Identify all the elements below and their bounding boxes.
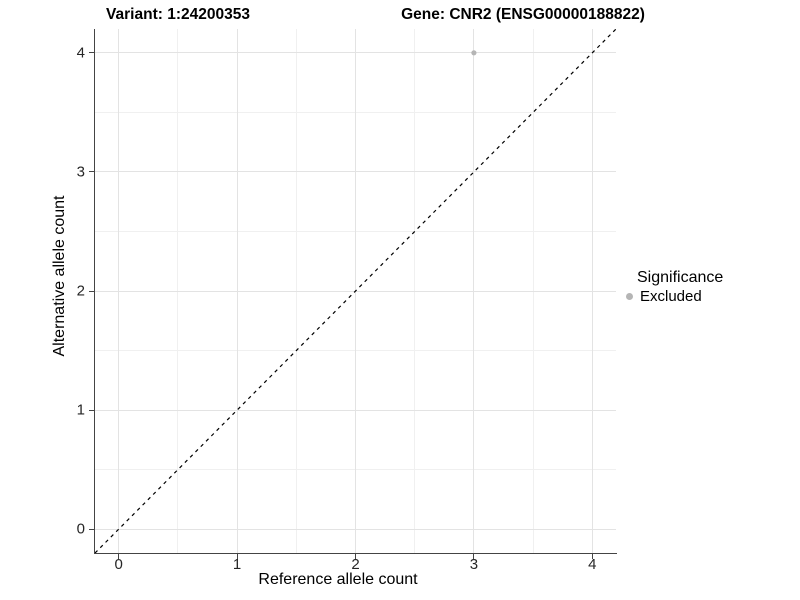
x-tick-mark — [473, 554, 475, 559]
x-tick-mark — [118, 554, 120, 559]
y-tick-mark — [89, 528, 95, 530]
legend-items: Excluded — [625, 287, 723, 305]
plot-panel — [95, 29, 616, 553]
legend-item: Excluded — [625, 287, 723, 305]
x-axis-title: Reference allele count — [258, 571, 418, 588]
y-tick-label: 2 — [76, 282, 85, 300]
y-tick-label: 4 — [76, 44, 85, 62]
y-tick-mark — [89, 409, 95, 411]
y-tick-mark — [89, 290, 95, 292]
x-tick-mark — [236, 554, 238, 559]
major-gridline-horizontal — [95, 171, 616, 173]
x-tick-label: 0 — [114, 556, 123, 573]
data-point — [471, 50, 477, 56]
y-tick-label: 3 — [76, 163, 85, 181]
y-axis-title: Alternative allele count — [51, 195, 68, 357]
x-tick-mark — [355, 554, 356, 559]
y-tick-mark — [89, 171, 95, 173]
plot-title-gene: Gene: CNR2 (ENSG00000188822) — [401, 6, 645, 23]
major-gridline-horizontal — [95, 52, 616, 54]
x-tick-label: 1 — [232, 556, 242, 573]
y-tick-label: 1 — [76, 401, 85, 419]
y-tick-mark — [89, 52, 95, 54]
y-tick-label: 0 — [76, 520, 85, 538]
legend-key-dot — [626, 292, 633, 300]
legend-title: Significance — [637, 269, 724, 286]
plot-overlay — [95, 29, 616, 553]
legend-item-label: Excluded — [640, 287, 702, 305]
x-tick-label: 2 — [351, 556, 360, 573]
major-gridline-horizontal — [95, 409, 616, 411]
plot-title-variant: Variant: 1:24200353 — [106, 6, 250, 23]
identity-reference-line — [95, 29, 616, 553]
x-tick-label: 3 — [469, 556, 479, 573]
x-tick-mark — [591, 554, 593, 559]
legend: Significance Excluded — [625, 269, 724, 305]
y-axis-line — [94, 29, 95, 554]
major-gridline-horizontal — [95, 528, 616, 530]
x-axis-line — [94, 553, 617, 554]
x-tick-label: 4 — [588, 556, 597, 573]
